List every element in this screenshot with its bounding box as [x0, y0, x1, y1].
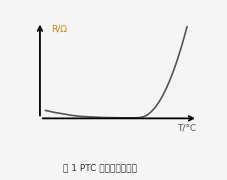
Text: R/Ω: R/Ω	[51, 24, 67, 33]
Text: T/°C: T/°C	[178, 124, 197, 133]
Text: 图 1 PTC 的温度特性曲线: 图 1 PTC 的温度特性曲线	[63, 163, 137, 172]
